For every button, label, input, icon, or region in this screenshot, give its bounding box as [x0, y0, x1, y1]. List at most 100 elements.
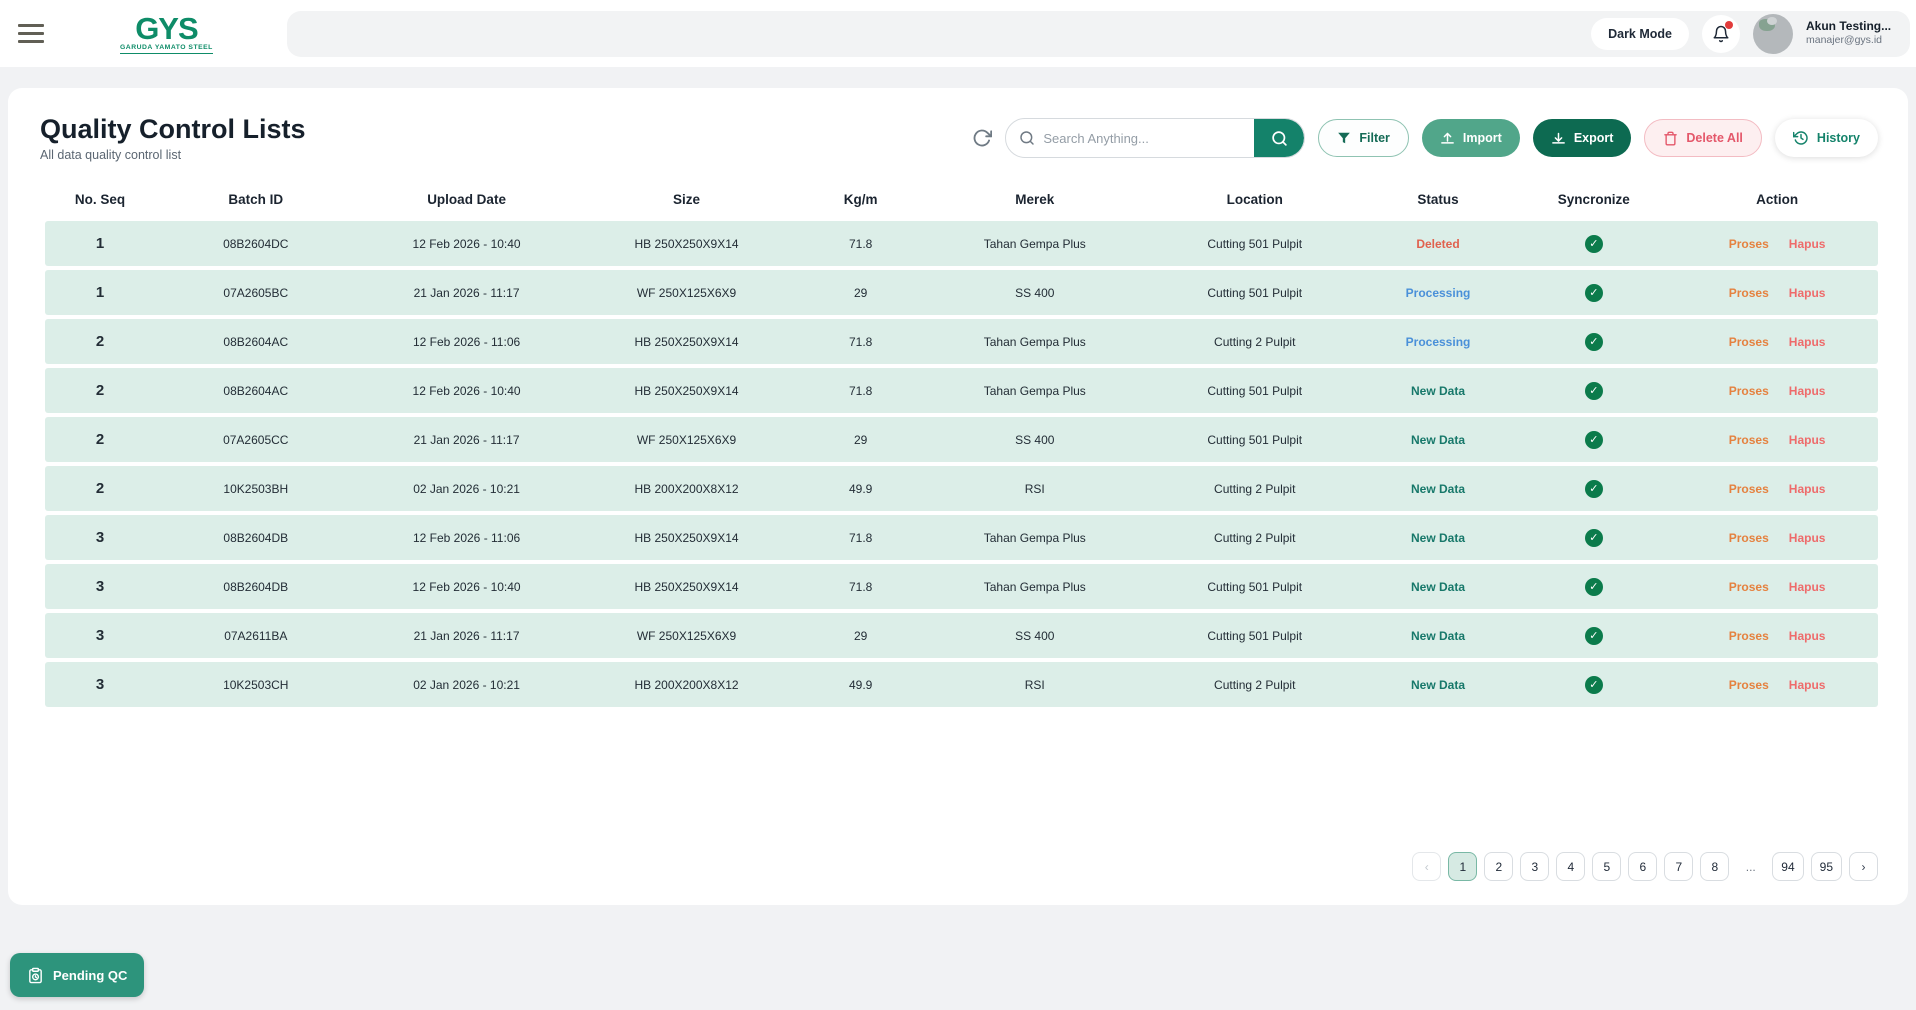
status-badge: New Data [1365, 580, 1512, 594]
hapus-link[interactable]: Hapus [1789, 629, 1826, 643]
history-button[interactable]: History [1775, 119, 1878, 157]
pagination-next[interactable]: › [1849, 852, 1878, 881]
proses-link[interactable]: Proses [1729, 286, 1769, 300]
hapus-link[interactable]: Hapus [1789, 531, 1826, 545]
cell-batch-id: 08B2604AC [155, 384, 357, 398]
proses-link[interactable]: Proses [1729, 678, 1769, 692]
cell-kgm: 71.8 [797, 531, 925, 545]
pagination-page-94[interactable]: 94 [1772, 852, 1803, 881]
history-label: History [1817, 131, 1860, 145]
import-button[interactable]: Import [1422, 119, 1520, 157]
pagination-ellipsis: ... [1736, 852, 1765, 881]
dark-mode-button[interactable]: Dark Mode [1591, 18, 1689, 50]
avatar[interactable] [1753, 14, 1793, 54]
pagination-page-95[interactable]: 95 [1811, 852, 1842, 881]
sync-check-icon: ✓ [1585, 431, 1603, 449]
proses-link[interactable]: Proses [1729, 237, 1769, 251]
cell-no-seq: 3 [45, 578, 155, 595]
hapus-link[interactable]: Hapus [1789, 678, 1826, 692]
hapus-link[interactable]: Hapus [1789, 433, 1826, 447]
cell-kgm: 71.8 [797, 335, 925, 349]
user-email: manajer@gys.id [1806, 34, 1898, 47]
user-name: Akun Testing... [1806, 19, 1898, 34]
column-header-syncronize: Syncronize [1511, 192, 1676, 207]
clipboard-clock-icon [27, 967, 44, 984]
cell-syncronize: ✓ [1511, 284, 1676, 302]
status-badge: New Data [1365, 629, 1512, 643]
cell-action: Proses Hapus [1676, 580, 1878, 594]
pagination-page-2[interactable]: 2 [1484, 852, 1513, 881]
proses-link[interactable]: Proses [1729, 531, 1769, 545]
export-label: Export [1574, 131, 1614, 145]
pagination-page-3[interactable]: 3 [1520, 852, 1549, 881]
table-row: 2 07A2605CC 21 Jan 2026 - 11:17 WF 250X1… [45, 417, 1878, 462]
cell-syncronize: ✓ [1511, 333, 1676, 351]
pagination-page-7[interactable]: 7 [1664, 852, 1693, 881]
proses-link[interactable]: Proses [1729, 580, 1769, 594]
sync-check-icon: ✓ [1585, 529, 1603, 547]
hapus-link[interactable]: Hapus [1789, 286, 1826, 300]
pagination-page-5[interactable]: 5 [1592, 852, 1621, 881]
cell-size: HB 250X250X9X14 [577, 531, 797, 545]
logo-text: GYS [135, 13, 197, 44]
hapus-link[interactable]: Hapus [1789, 580, 1826, 594]
pagination-page-8[interactable]: 8 [1700, 852, 1729, 881]
pagination-page-1[interactable]: 1 [1448, 852, 1477, 881]
proses-link[interactable]: Proses [1729, 433, 1769, 447]
pagination-page-6[interactable]: 6 [1628, 852, 1657, 881]
cell-upload-date: 12 Feb 2026 - 10:40 [357, 580, 577, 594]
cell-batch-id: 07A2611BA [155, 629, 357, 643]
hapus-link[interactable]: Hapus [1789, 335, 1826, 349]
import-label: Import [1463, 131, 1502, 145]
cell-upload-date: 12 Feb 2026 - 10:40 [357, 237, 577, 251]
topbar: GYS GARUDA YAMATO STEEL Dark Mode Akun T… [0, 0, 1916, 67]
cell-action: Proses Hapus [1676, 629, 1878, 643]
cell-action: Proses Hapus [1676, 286, 1878, 300]
cell-syncronize: ✓ [1511, 235, 1676, 253]
column-header-upload-date: Upload Date [357, 192, 577, 207]
cell-merek: RSI [925, 482, 1145, 496]
filter-button[interactable]: Filter [1318, 119, 1409, 157]
delete-all-label: Delete All [1686, 131, 1743, 145]
user-menu[interactable]: Akun Testing... manajer@gys.id [1806, 19, 1898, 47]
cell-upload-date: 12 Feb 2026 - 11:06 [357, 531, 577, 545]
pagination: ‹ 12345678...94 95› [8, 852, 1908, 905]
menu-icon[interactable] [14, 20, 44, 47]
table-row: 1 07A2605BC 21 Jan 2026 - 11:17 WF 250X1… [45, 270, 1878, 315]
cell-location: Cutting 501 Pulpit [1145, 580, 1365, 594]
search-submit-icon [1271, 130, 1288, 147]
cell-merek: Tahan Gempa Plus [925, 580, 1145, 594]
proses-link[interactable]: Proses [1729, 629, 1769, 643]
pending-qc-button[interactable]: Pending QC [10, 953, 144, 997]
search-submit-button[interactable] [1254, 118, 1304, 158]
cell-no-seq: 2 [45, 333, 155, 350]
pagination-prev[interactable]: ‹ [1412, 852, 1441, 881]
notifications-button[interactable] [1702, 15, 1740, 53]
status-badge: New Data [1365, 678, 1512, 692]
cell-merek: Tahan Gempa Plus [925, 531, 1145, 545]
search-input[interactable] [1035, 131, 1254, 146]
page-subtitle: All data quality control list [40, 148, 306, 162]
hapus-link[interactable]: Hapus [1789, 237, 1826, 251]
refresh-button[interactable] [972, 128, 992, 148]
title-block: Quality Control Lists All data quality c… [40, 114, 306, 162]
proses-link[interactable]: Proses [1729, 482, 1769, 496]
export-button[interactable]: Export [1533, 119, 1632, 157]
hapus-link[interactable]: Hapus [1789, 384, 1826, 398]
cell-batch-id: 08B2604DB [155, 531, 357, 545]
cell-size: HB 200X200X8X12 [577, 678, 797, 692]
hapus-link[interactable]: Hapus [1789, 482, 1826, 496]
toolbar: Filter Import Export Delete All [972, 118, 1878, 158]
proses-link[interactable]: Proses [1729, 384, 1769, 398]
cell-batch-id: 08B2604AC [155, 335, 357, 349]
delete-all-button[interactable]: Delete All [1644, 119, 1762, 157]
cell-location: Cutting 2 Pulpit [1145, 335, 1365, 349]
status-badge: New Data [1365, 433, 1512, 447]
pagination-page-4[interactable]: 4 [1556, 852, 1585, 881]
app-logo: GYS GARUDA YAMATO STEEL [120, 13, 213, 54]
cell-merek: SS 400 [925, 286, 1145, 300]
sync-check-icon: ✓ [1585, 284, 1603, 302]
cell-action: Proses Hapus [1676, 678, 1878, 692]
proses-link[interactable]: Proses [1729, 335, 1769, 349]
cell-kgm: 29 [797, 286, 925, 300]
